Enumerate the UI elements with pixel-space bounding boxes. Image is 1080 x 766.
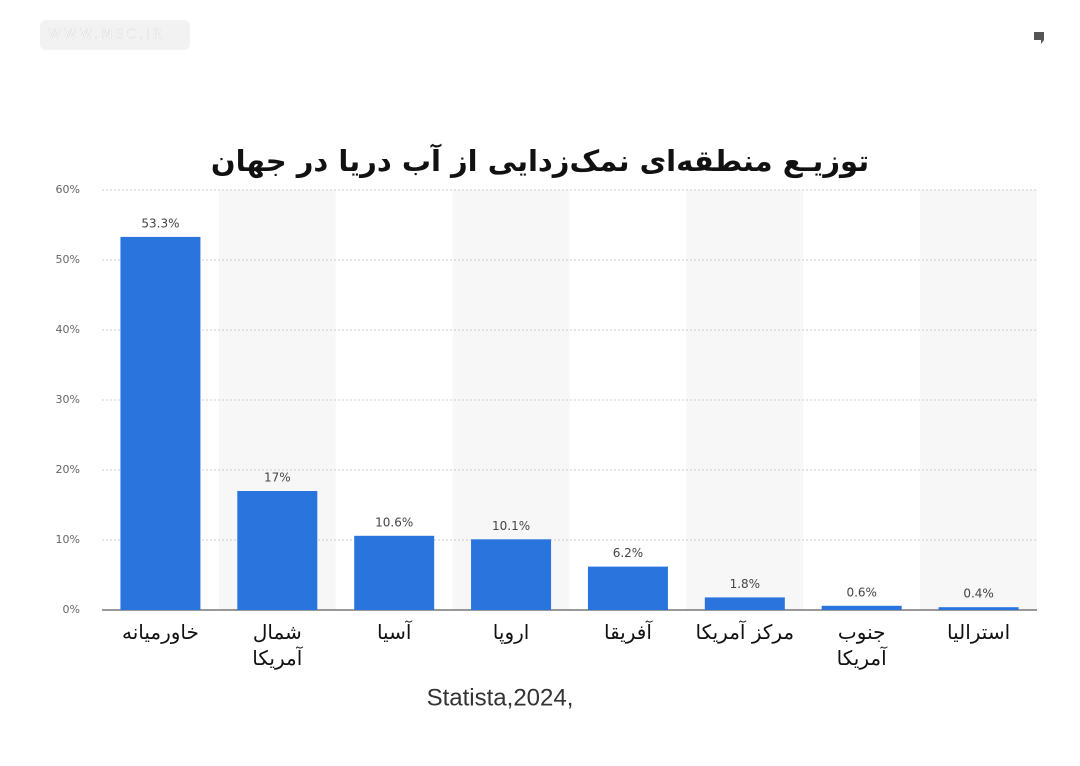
y-tick-label: 40% xyxy=(56,323,80,336)
y-tick-label: 50% xyxy=(56,253,80,266)
y-tick-label: 20% xyxy=(56,463,80,476)
bar xyxy=(471,539,552,610)
value-label: 10.1% xyxy=(492,519,530,533)
bar xyxy=(354,535,435,610)
chart-title: توزیـع منطقه‌ای نمک‌زدایی از آب دریا در … xyxy=(211,143,869,178)
value-label: 17% xyxy=(264,471,291,485)
value-label: 1.8% xyxy=(730,577,761,591)
y-tick-label: 0% xyxy=(63,603,80,616)
bar xyxy=(587,566,668,610)
watermark: WWW.MSC.IR xyxy=(48,28,165,43)
value-label: 0.4% xyxy=(963,587,994,601)
x-tick-label: آفریقا xyxy=(603,620,652,644)
x-tick-label: خاورمیانه xyxy=(121,620,199,644)
watermark-bg xyxy=(40,20,190,50)
y-tick-label: 30% xyxy=(56,393,80,406)
icon xyxy=(1034,32,1044,44)
x-tick-label: شمال آمریکا xyxy=(252,620,303,670)
bar xyxy=(704,597,785,610)
bar xyxy=(237,491,318,610)
x-tick-label: مرکز آمریکا xyxy=(695,620,795,644)
x-tick-label: اروپا xyxy=(492,620,530,644)
value-label: 0.6% xyxy=(846,585,877,599)
y-tick-label: 10% xyxy=(56,533,80,546)
bar xyxy=(938,607,1019,610)
bar xyxy=(821,605,902,610)
x-tick-label: استرالیا xyxy=(946,620,1011,644)
value-label: 53.3% xyxy=(141,216,179,230)
value-label: 10.6% xyxy=(375,515,413,529)
bar xyxy=(120,236,201,610)
source: Statista,2024, xyxy=(427,684,574,711)
y-tick-label: 60% xyxy=(56,183,80,196)
value-label: 6.2% xyxy=(613,546,644,560)
x-tick-label: جنوب آمریکا xyxy=(836,620,887,670)
x-tick-label: آسیا xyxy=(376,620,412,644)
